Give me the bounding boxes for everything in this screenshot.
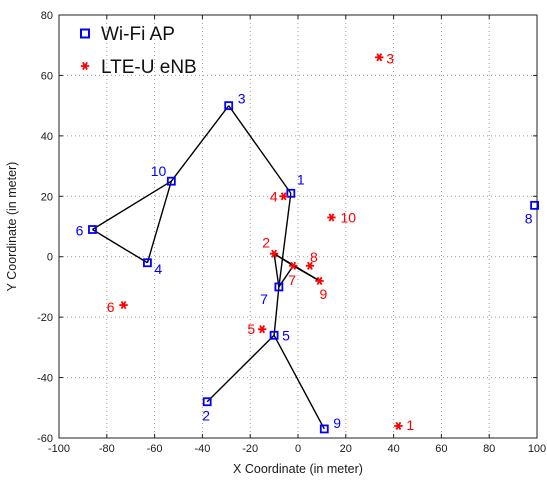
wifi-ap-marker — [274, 282, 284, 292]
lte-u-enb-marker — [305, 261, 315, 270]
lte-u-enb-label: 1 — [406, 417, 414, 433]
wifi-ap-marker — [166, 176, 176, 186]
x-tick-label: 100 — [528, 443, 546, 455]
x-tick-label: 20 — [340, 443, 352, 455]
connection-line — [273, 253, 280, 288]
connection-lines — [92, 105, 325, 430]
y-tick-label: -40 — [37, 373, 53, 385]
lte-u-enb-label: 5 — [247, 321, 255, 337]
y-tick-label: 60 — [41, 70, 53, 82]
lte-u-enb-label: 10 — [340, 209, 356, 225]
wifi-ap-marker — [88, 225, 97, 234]
lte-u-enb-marker — [289, 261, 298, 270]
x-axis-label: X Coordinate (in meter) — [233, 462, 363, 476]
y-tick-label: 0 — [47, 252, 53, 264]
x-tick-label: -60 — [147, 443, 163, 455]
wifi-ap-marker — [202, 397, 212, 407]
plot-frame — [58, 14, 538, 439]
x-tick-label: -80 — [99, 443, 115, 455]
lte-u-enb-marker — [119, 300, 128, 310]
connection-line — [146, 180, 173, 263]
wifi-ap-marker — [269, 330, 279, 340]
y-tick-label: 80 — [41, 10, 53, 22]
x-tick-label: -20 — [242, 443, 258, 455]
wifi-ap-label: 9 — [333, 415, 341, 431]
lte-u-enb-label: 7 — [288, 272, 296, 288]
x-tick-label: 80 — [483, 443, 495, 455]
wifi-ap-marker — [319, 424, 329, 434]
legend-marker-lte-u-enb — [80, 61, 90, 71]
x-tick-label: 40 — [387, 443, 399, 455]
wifi-ap-label: 6 — [76, 223, 84, 239]
x-tick-label: 60 — [435, 443, 447, 455]
legend: Wi-Fi AP LTE-U eNB — [80, 24, 197, 78]
x-tick-label: 0 — [295, 443, 301, 455]
axis-ticks: -100 -80 -60 -40 -20 0 20 40 60 80 100 -60 -40 -20 0 20… — [37, 10, 546, 455]
lte-u-enb-label: 4 — [270, 188, 278, 204]
connection-line — [273, 286, 280, 336]
lte-u-enb-marker — [327, 213, 336, 222]
wifi-ap-label: 7 — [260, 291, 268, 307]
wifi-ap-label: 3 — [238, 91, 246, 107]
lte-u-enb-label: 3 — [386, 50, 394, 66]
wifi-ap-marker — [143, 258, 152, 268]
connection-line — [292, 265, 320, 282]
x-tick-label: -40 — [194, 443, 210, 455]
wifi-ap-marker — [224, 101, 234, 111]
y-axis-label: Y Coordinate (in meter) — [5, 162, 19, 292]
lte-u-enb-label: 6 — [107, 299, 115, 315]
connection-line — [278, 193, 292, 288]
wifi-ap-label: 1 — [297, 171, 305, 187]
connection-line — [228, 105, 292, 194]
lte-u-enb-marker — [375, 53, 384, 62]
x-tick-label: -100 — [48, 443, 70, 455]
wifi-ap-marker — [286, 188, 296, 198]
connection-line — [206, 334, 275, 403]
wifi-ap-marker — [530, 200, 540, 210]
y-tick-label: -20 — [37, 312, 53, 324]
connection-line — [273, 334, 325, 430]
grid-lines — [59, 15, 537, 438]
legend-marker-wifi-ap — [80, 28, 90, 39]
legend-label-lte-u-enb: LTE-U eNB — [101, 57, 197, 78]
lte-u-enb-marker — [257, 325, 267, 334]
y-tick-label: 40 — [41, 131, 53, 143]
lte-u-enb-marker — [315, 276, 324, 285]
legend-asterisk — [80, 61, 90, 71]
wifi-ap-label: 10 — [151, 163, 167, 179]
wifi-ap-label: 8 — [525, 210, 533, 226]
wifi-ap-label: 2 — [202, 408, 210, 424]
y-tick-label: -60 — [37, 433, 53, 445]
connection-line — [170, 105, 230, 182]
lte-u-enb-marker — [279, 192, 288, 201]
legend-label-wifi-ap: Wi-Fi AP — [101, 24, 175, 45]
lte-u-enb-label: 9 — [320, 286, 328, 302]
wifi-ap-label: 5 — [282, 327, 290, 343]
y-tick-label: 20 — [41, 191, 53, 203]
lte-u-enb-label: 2 — [262, 235, 270, 251]
connection-line — [92, 228, 148, 264]
lte-u-enb-marker — [394, 421, 403, 431]
lte-u-enb-marker — [269, 249, 279, 258]
lte-u-enb-label: 8 — [310, 249, 318, 265]
connection-line — [92, 180, 172, 231]
wifi-ap-label: 4 — [154, 261, 162, 277]
